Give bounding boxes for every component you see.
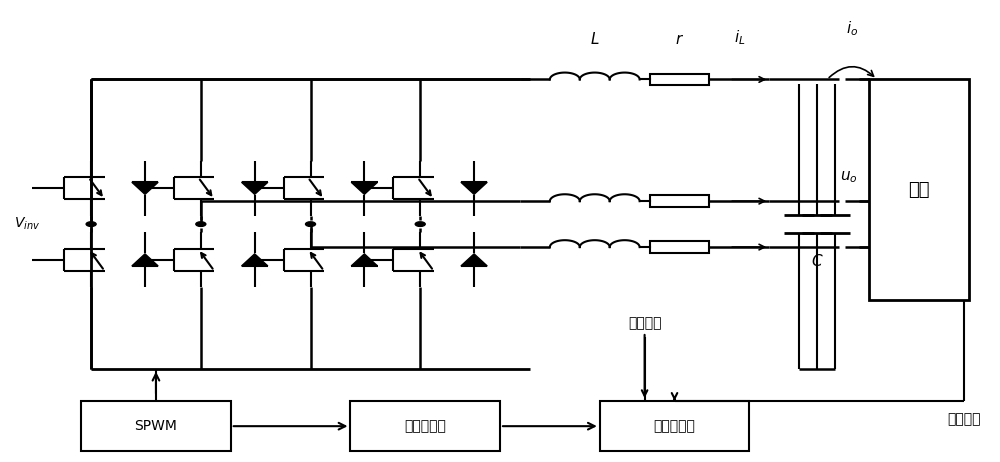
FancyBboxPatch shape: [81, 401, 231, 451]
Polygon shape: [461, 254, 487, 266]
Circle shape: [306, 222, 316, 226]
Text: $u_o$: $u_o$: [840, 169, 858, 185]
FancyBboxPatch shape: [869, 79, 969, 300]
Text: 电压环控制: 电压环控制: [654, 419, 695, 433]
Text: $i_o$: $i_o$: [846, 19, 858, 38]
Text: $i_L$: $i_L$: [734, 29, 745, 47]
Text: 电流采样: 电流采样: [628, 316, 661, 330]
Text: $L$: $L$: [590, 31, 600, 47]
Circle shape: [86, 222, 96, 226]
Polygon shape: [242, 182, 268, 195]
FancyBboxPatch shape: [600, 401, 749, 451]
Text: $r$: $r$: [675, 33, 684, 47]
Circle shape: [196, 222, 206, 226]
Polygon shape: [351, 182, 378, 195]
FancyBboxPatch shape: [350, 401, 500, 451]
Text: $V_{inv}$: $V_{inv}$: [14, 216, 40, 232]
Text: $C$: $C$: [811, 253, 823, 269]
Polygon shape: [461, 182, 487, 195]
Circle shape: [415, 222, 425, 226]
Bar: [650, 241, 709, 253]
Polygon shape: [242, 254, 268, 266]
Text: 负荷: 负荷: [908, 181, 930, 199]
Polygon shape: [351, 254, 378, 266]
Text: 电流环控制: 电流环控制: [404, 419, 446, 433]
Text: SPWM: SPWM: [135, 419, 177, 433]
Text: 电压采样: 电压采样: [947, 412, 980, 426]
Polygon shape: [132, 254, 158, 266]
Bar: [650, 74, 709, 85]
Polygon shape: [132, 182, 158, 195]
Bar: [650, 195, 709, 207]
